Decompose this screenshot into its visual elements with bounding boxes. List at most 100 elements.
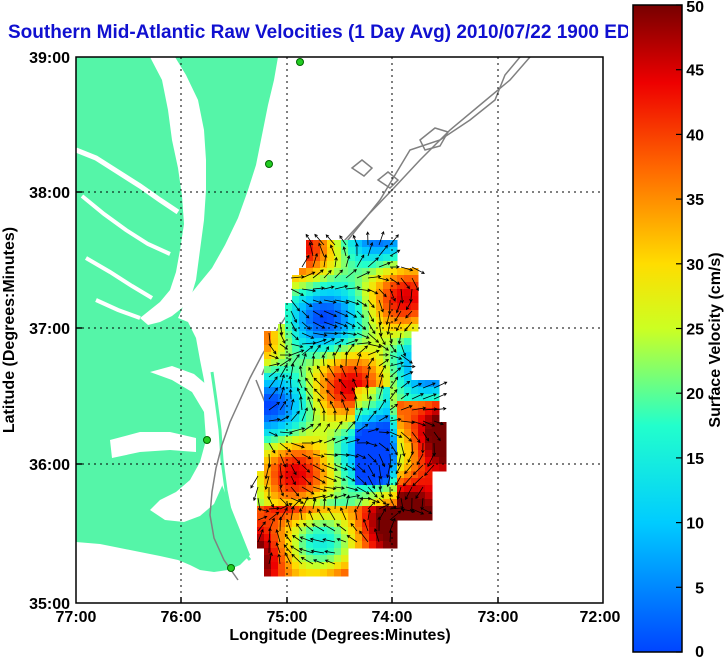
velocity-cell <box>369 436 377 444</box>
velocity-cell <box>257 513 265 521</box>
velocity-vector <box>312 422 322 433</box>
velocity-vector <box>345 407 350 422</box>
velocity-cell <box>334 331 342 339</box>
velocity-cell <box>383 247 391 255</box>
velocity-cell <box>383 268 391 276</box>
velocity-cell <box>362 289 370 297</box>
velocity-cell <box>320 394 328 402</box>
velocity-cell <box>411 499 419 507</box>
velocity-cell <box>425 429 433 437</box>
velocity-cell <box>306 296 314 304</box>
velocity-cell <box>278 499 286 507</box>
velocity-cell <box>418 387 426 395</box>
velocity-vector <box>268 376 278 389</box>
velocity-vector <box>317 508 325 521</box>
velocity-cell <box>278 492 286 500</box>
velocity-cell <box>397 506 405 514</box>
velocity-cell <box>425 471 433 479</box>
velocity-cell <box>306 555 314 563</box>
velocity-cell <box>334 492 342 500</box>
velocity-cell <box>425 485 433 493</box>
velocity-vector <box>299 395 303 411</box>
velocity-cell <box>362 303 370 311</box>
velocity-cell <box>285 562 293 570</box>
velocity-vector <box>312 407 317 422</box>
velocity-vector <box>385 310 391 326</box>
velocity-cell <box>404 275 412 283</box>
velocity-cell <box>327 415 335 423</box>
velocity-cell <box>292 513 300 521</box>
velocity-vector <box>373 528 380 543</box>
velocity-cell <box>369 331 377 339</box>
velocity-cell <box>348 247 356 255</box>
velocity-cell <box>278 471 286 479</box>
velocity-cell <box>299 436 307 444</box>
velocity-vector <box>411 406 427 411</box>
velocity-cell <box>362 380 370 388</box>
velocity-cell <box>285 310 293 318</box>
velocity-cell <box>285 366 293 374</box>
velocity-vector <box>400 508 416 514</box>
velocity-cell <box>299 324 307 332</box>
velocity-cell <box>271 485 279 493</box>
velocity-cell <box>271 443 279 451</box>
velocity-cell <box>376 401 384 409</box>
velocity-cell <box>348 450 356 458</box>
velocity-cell <box>376 268 384 276</box>
velocity-vector <box>312 286 325 290</box>
velocity-vector <box>338 378 347 389</box>
velocity-cell <box>362 450 370 458</box>
velocity-cell <box>313 380 321 388</box>
velocity-cell <box>320 457 328 465</box>
velocity-cell <box>271 450 279 458</box>
velocity-cell <box>397 380 405 388</box>
velocity-cell <box>271 562 279 570</box>
velocity-vector <box>356 271 371 279</box>
velocity-cell <box>383 422 391 430</box>
velocity-vector <box>312 439 323 444</box>
velocity-cell <box>264 513 272 521</box>
velocity-cell <box>369 492 377 500</box>
velocity-vector <box>433 392 448 400</box>
velocity-cell <box>292 506 300 514</box>
hf-radar-stations <box>203 58 304 572</box>
velocity-cell <box>313 527 321 535</box>
velocity-vector <box>389 517 396 532</box>
velocity-cell <box>390 527 398 535</box>
colorbar-tick-label: 40 <box>686 127 704 144</box>
velocity-cell <box>327 394 335 402</box>
velocity-cell <box>341 436 349 444</box>
velocity-vector <box>290 545 303 554</box>
velocity-cell <box>264 443 272 451</box>
velocity-vector <box>386 464 391 479</box>
x-tick-label: 72:00 <box>580 609 621 626</box>
velocity-cell <box>348 282 356 290</box>
velocity-cell <box>341 534 349 542</box>
velocity-vector <box>301 453 312 460</box>
velocity-cell <box>404 387 412 395</box>
velocity-vector <box>367 332 380 343</box>
velocity-vector <box>324 377 336 389</box>
velocity-cell <box>369 359 377 367</box>
velocity-cell <box>313 408 321 416</box>
velocity-cell <box>299 555 307 563</box>
velocity-cell <box>271 338 279 346</box>
velocity-vector <box>356 475 367 486</box>
velocity-cell <box>341 401 349 409</box>
velocity-cell <box>257 527 265 535</box>
tick-marks <box>76 191 499 603</box>
velocity-cell <box>383 513 391 521</box>
velocity-cell <box>362 408 370 416</box>
velocity-cell <box>299 457 307 465</box>
velocity-cell <box>390 268 398 276</box>
velocity-vector <box>329 400 336 411</box>
velocity-cell <box>369 380 377 388</box>
velocity-cell <box>306 310 314 318</box>
velocity-cell <box>334 506 342 514</box>
velocity-cell <box>299 366 307 374</box>
velocity-cell <box>327 373 335 381</box>
velocity-cell <box>285 359 293 367</box>
velocity-cell <box>271 352 279 360</box>
velocity-cell <box>271 541 279 549</box>
velocity-cell <box>355 254 363 262</box>
